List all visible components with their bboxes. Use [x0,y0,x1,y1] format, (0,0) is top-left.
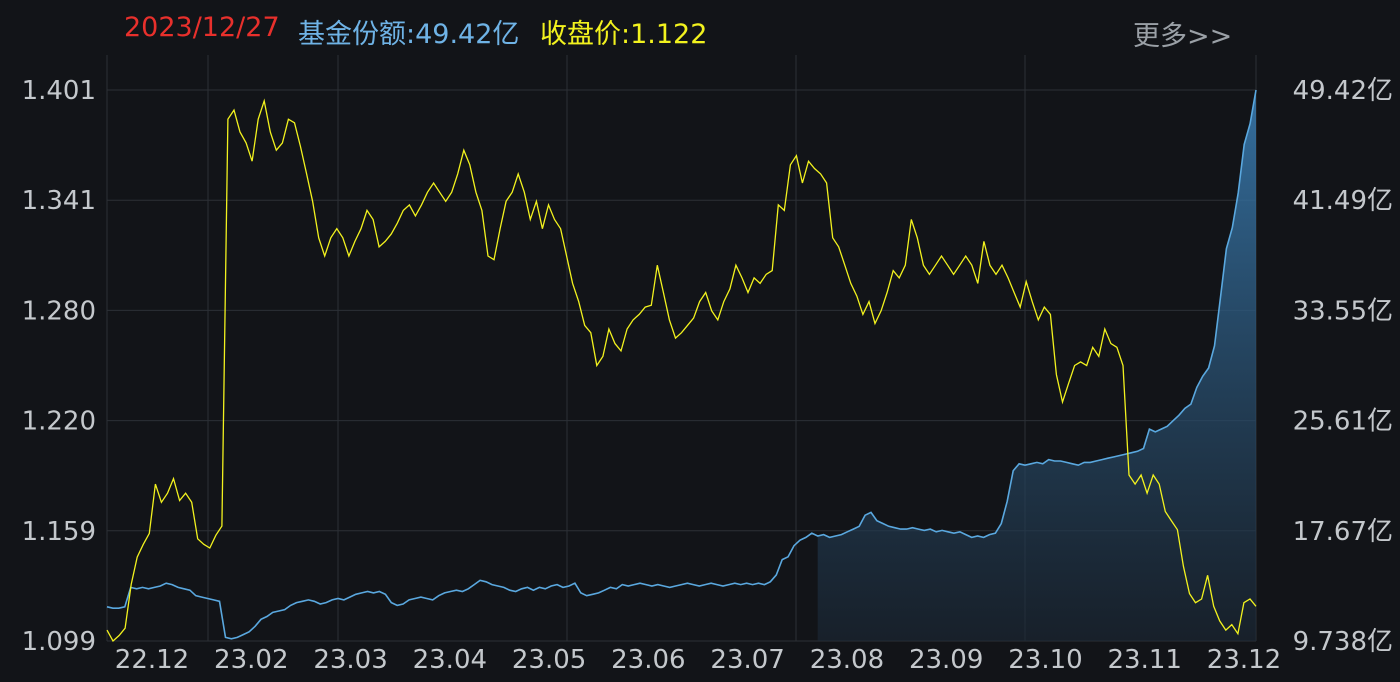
x-tick-label: 23.03 [313,645,387,675]
x-tick-label: 23.04 [413,645,487,675]
fund-share-line [106,89,1257,640]
left-tick-label: 1.401 [22,76,96,106]
x-tick-label: 23.09 [909,645,983,675]
right-tick-label: 9.738亿 [1293,627,1393,657]
right-axis: 49.42亿 41.49亿 33.55亿 25.61亿 17.67亿 9.738亿 [1293,76,1393,657]
right-tick-label: 49.42亿 [1293,76,1393,106]
x-tick-label: 23.07 [710,645,784,675]
fund-share-readout: 基金份额:49.42亿 [298,19,520,50]
selected-date: 2023/12/27 [124,12,280,43]
x-tick-label: 23.11 [1108,645,1182,675]
right-tick-label: 33.55亿 [1293,296,1393,326]
x-tick-label: 23.10 [1008,645,1082,675]
x-axis: 22.12 23.02 23.03 23.04 23.05 23.06 23.07 23.08… [115,645,1281,675]
left-axis: 1.401 1.341 1.280 1.220 1.159 1.099 [22,76,96,657]
chart-header: 2023/12/27 基金份额:49.42亿 收盘价:1.122 更多>> [0,0,1400,60]
fund-share-area [817,90,1256,641]
right-tick-label: 25.61亿 [1293,407,1393,437]
x-tick-label: 23.05 [512,645,586,675]
more-link[interactable]: 更多>> [1133,21,1233,52]
fund-share-series [106,89,1257,641]
x-tick-label: 23.08 [810,645,884,675]
x-tick-label: 23.02 [214,645,288,675]
close-price-series [106,98,1257,643]
left-tick-label: 1.280 [22,296,96,326]
close-price-readout: 收盘价:1.122 [540,19,708,50]
right-tick-label: 17.67亿 [1293,517,1393,547]
x-tick-label: 23.06 [611,645,685,675]
x-tick-label: 22.12 [115,645,189,675]
left-tick-label: 1.220 [22,407,96,437]
left-tick-label: 1.099 [22,627,96,657]
x-tick-label: 23.12 [1207,645,1281,675]
left-tick-label: 1.341 [22,186,96,216]
right-tick-label: 41.49亿 [1293,186,1393,216]
left-tick-label: 1.159 [22,517,96,547]
close-price-line [106,98,1257,643]
